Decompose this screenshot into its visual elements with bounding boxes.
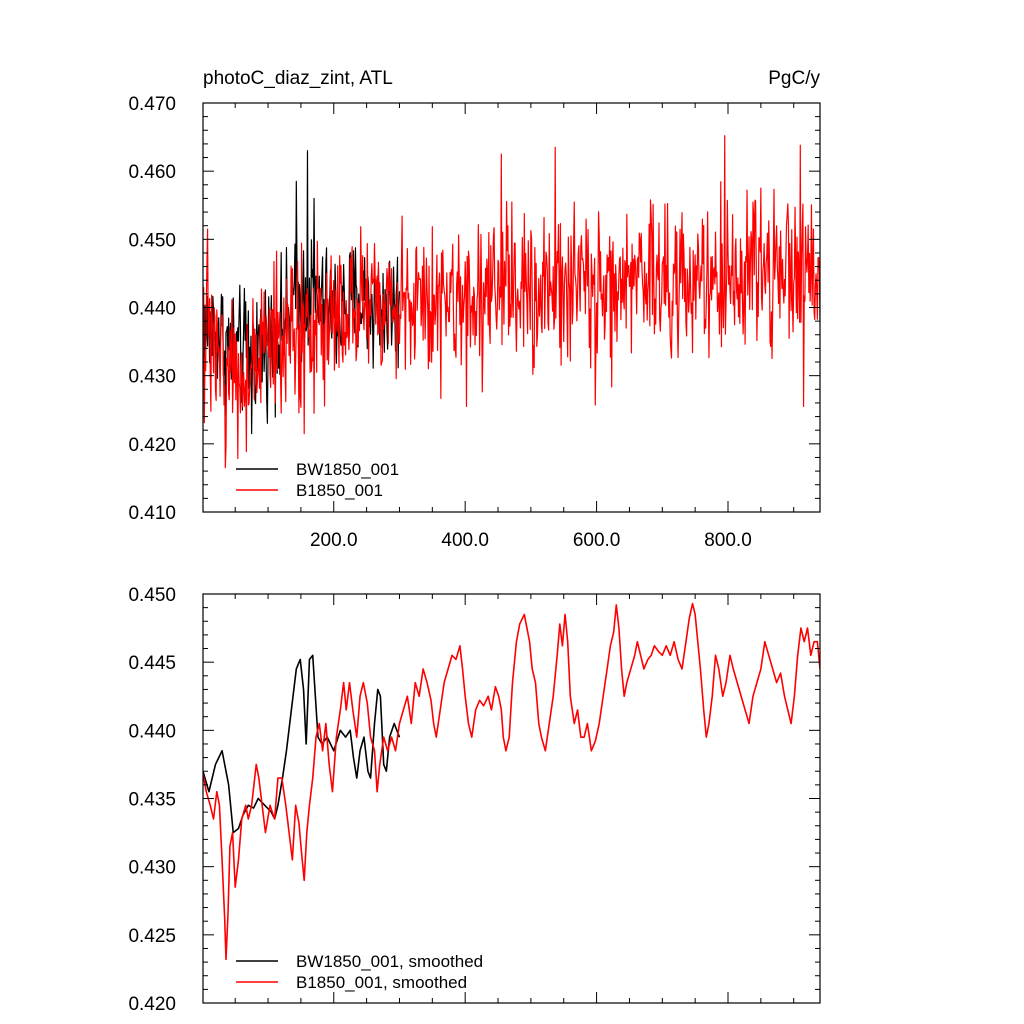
bottom-legend: BW1850_001, smoothed B1850_001, smoothed (236, 952, 483, 992)
x-tick-label: 200.0 (310, 530, 358, 551)
y-tick-label: 0.430 (128, 858, 176, 879)
top-chart-title: photoC_diaz_zint, ATL (203, 68, 393, 89)
x-tick-label: 800.0 (704, 530, 752, 551)
y-tick-label: 0.420 (128, 994, 176, 1015)
series-line-b1850-001-smoothed (203, 602, 820, 961)
y-tick-label: 0.430 (128, 367, 176, 388)
y-tick-label: 0.470 (128, 94, 176, 115)
y-tick-label: 0.435 (128, 790, 176, 811)
x-tick-label: 400.0 (441, 530, 489, 551)
y-tick-label: 0.450 (128, 585, 176, 606)
top-chart-units: PgC/y (768, 68, 820, 89)
y-tick-label: 0.445 (128, 653, 176, 674)
panel-1-series-group (203, 602, 820, 961)
y-tick-label: 0.450 (128, 230, 176, 251)
panel-0-series-group (203, 135, 820, 469)
y-tick-label: 0.440 (128, 721, 176, 742)
y-tick-label: 0.420 (128, 435, 176, 456)
bottom-panel: 0.420 0.425 0.430 0.435 0.440 0.445 0.450 (128, 585, 821, 1015)
legend-label-b1850-smoothed: B1850_001, smoothed (296, 973, 467, 992)
y-axis-ticks (203, 102, 820, 513)
x-axis-ticks (234, 594, 795, 1003)
y-tick-label: 0.440 (128, 299, 176, 320)
y-tick-label: 0.425 (128, 926, 176, 947)
series-line-b1850-001 (203, 135, 820, 469)
y-tick-label: 0.460 (128, 162, 176, 183)
legend-label-bw1850-smoothed: BW1850_001, smoothed (296, 952, 483, 971)
legend-label-bw1850: BW1850_001 (296, 460, 399, 479)
x-axis-ticks (234, 103, 795, 512)
y-axis-ticks (203, 593, 820, 1004)
top-legend: BW1850_001 B1850_001 (236, 460, 399, 500)
legend-label-b1850: B1850_001 (296, 481, 383, 500)
y-tick-label: 0.410 (128, 503, 176, 524)
x-tick-label: 600.0 (573, 530, 621, 551)
top-panel: 200.0 400.0 600.0 800.0 0.410 0.420 0.430 0.440… (128, 94, 821, 551)
